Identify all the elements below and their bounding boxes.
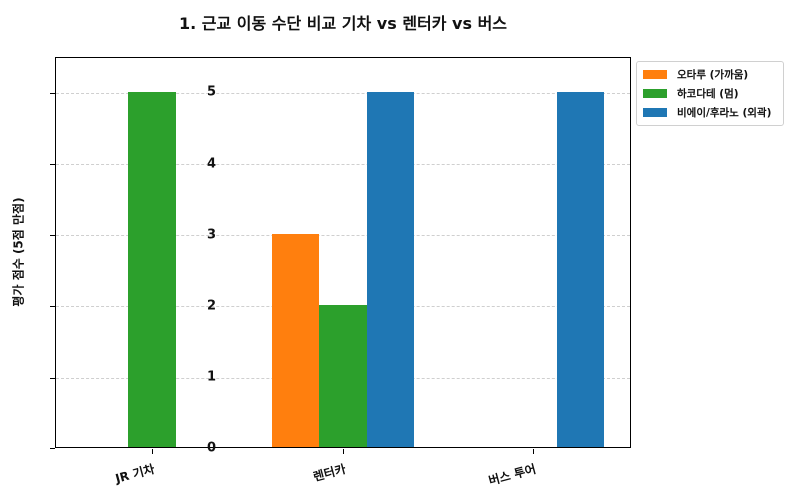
y-tick-2 bbox=[50, 306, 55, 307]
y-axis-title: 평가 점수 (5점 만점) bbox=[11, 197, 26, 307]
x-tick-label-0: JR 기차 bbox=[113, 461, 157, 486]
legend-swatch-orange bbox=[643, 70, 667, 79]
x-tick-2 bbox=[533, 449, 534, 454]
y-tick-5 bbox=[50, 93, 55, 94]
legend-item-biei-furano: 비에이/후라노 (외곽) bbox=[637, 103, 783, 122]
legend-swatch-blue bbox=[643, 108, 667, 117]
bar bbox=[128, 91, 176, 447]
plot-area bbox=[50, 57, 631, 454]
y-tick-label-3: 3 bbox=[206, 227, 216, 243]
legend-label: 오타루 (가까움) bbox=[677, 69, 749, 81]
y-tick-label-0: 0 bbox=[206, 440, 216, 456]
legend-item-otaru: 오타루 (가까움) bbox=[637, 65, 783, 84]
y-tick-4 bbox=[50, 164, 55, 165]
legend-swatch-green bbox=[643, 89, 667, 98]
y-tick-label-2: 2 bbox=[206, 298, 216, 314]
gridline-3 bbox=[56, 235, 630, 236]
x-tick-label-2: 버스 투어 bbox=[486, 461, 538, 488]
bar bbox=[366, 91, 415, 447]
gridline-4 bbox=[56, 164, 630, 165]
chart-title: 1. 근교 이동 수단 비교 기차 vs 렌터카 vs 버스 bbox=[178, 14, 508, 33]
y-tick-0 bbox=[50, 448, 55, 449]
y-tick-label-5: 5 bbox=[206, 84, 216, 100]
legend: 오타루 (가까움) 하코다테 (멈) 비에이/후라노 (외곽) bbox=[636, 61, 784, 126]
bar bbox=[319, 304, 367, 447]
x-tick-0 bbox=[152, 449, 153, 454]
y-tick-1 bbox=[50, 378, 55, 379]
legend-item-hakodate: 하코다테 (멈) bbox=[637, 84, 783, 103]
bar bbox=[556, 91, 605, 447]
x-tick-label-1: 렌터카 bbox=[311, 461, 348, 485]
y-tick-label-4: 4 bbox=[206, 156, 216, 172]
y-tick-3 bbox=[50, 235, 55, 236]
legend-label: 하코다테 (멈) bbox=[677, 88, 739, 100]
x-tick-1 bbox=[343, 449, 344, 454]
gridline-5 bbox=[56, 93, 630, 94]
y-tick-label-1: 1 bbox=[206, 369, 216, 385]
legend-label: 비에이/후라노 (외곽) bbox=[677, 107, 772, 119]
bar bbox=[271, 233, 320, 447]
